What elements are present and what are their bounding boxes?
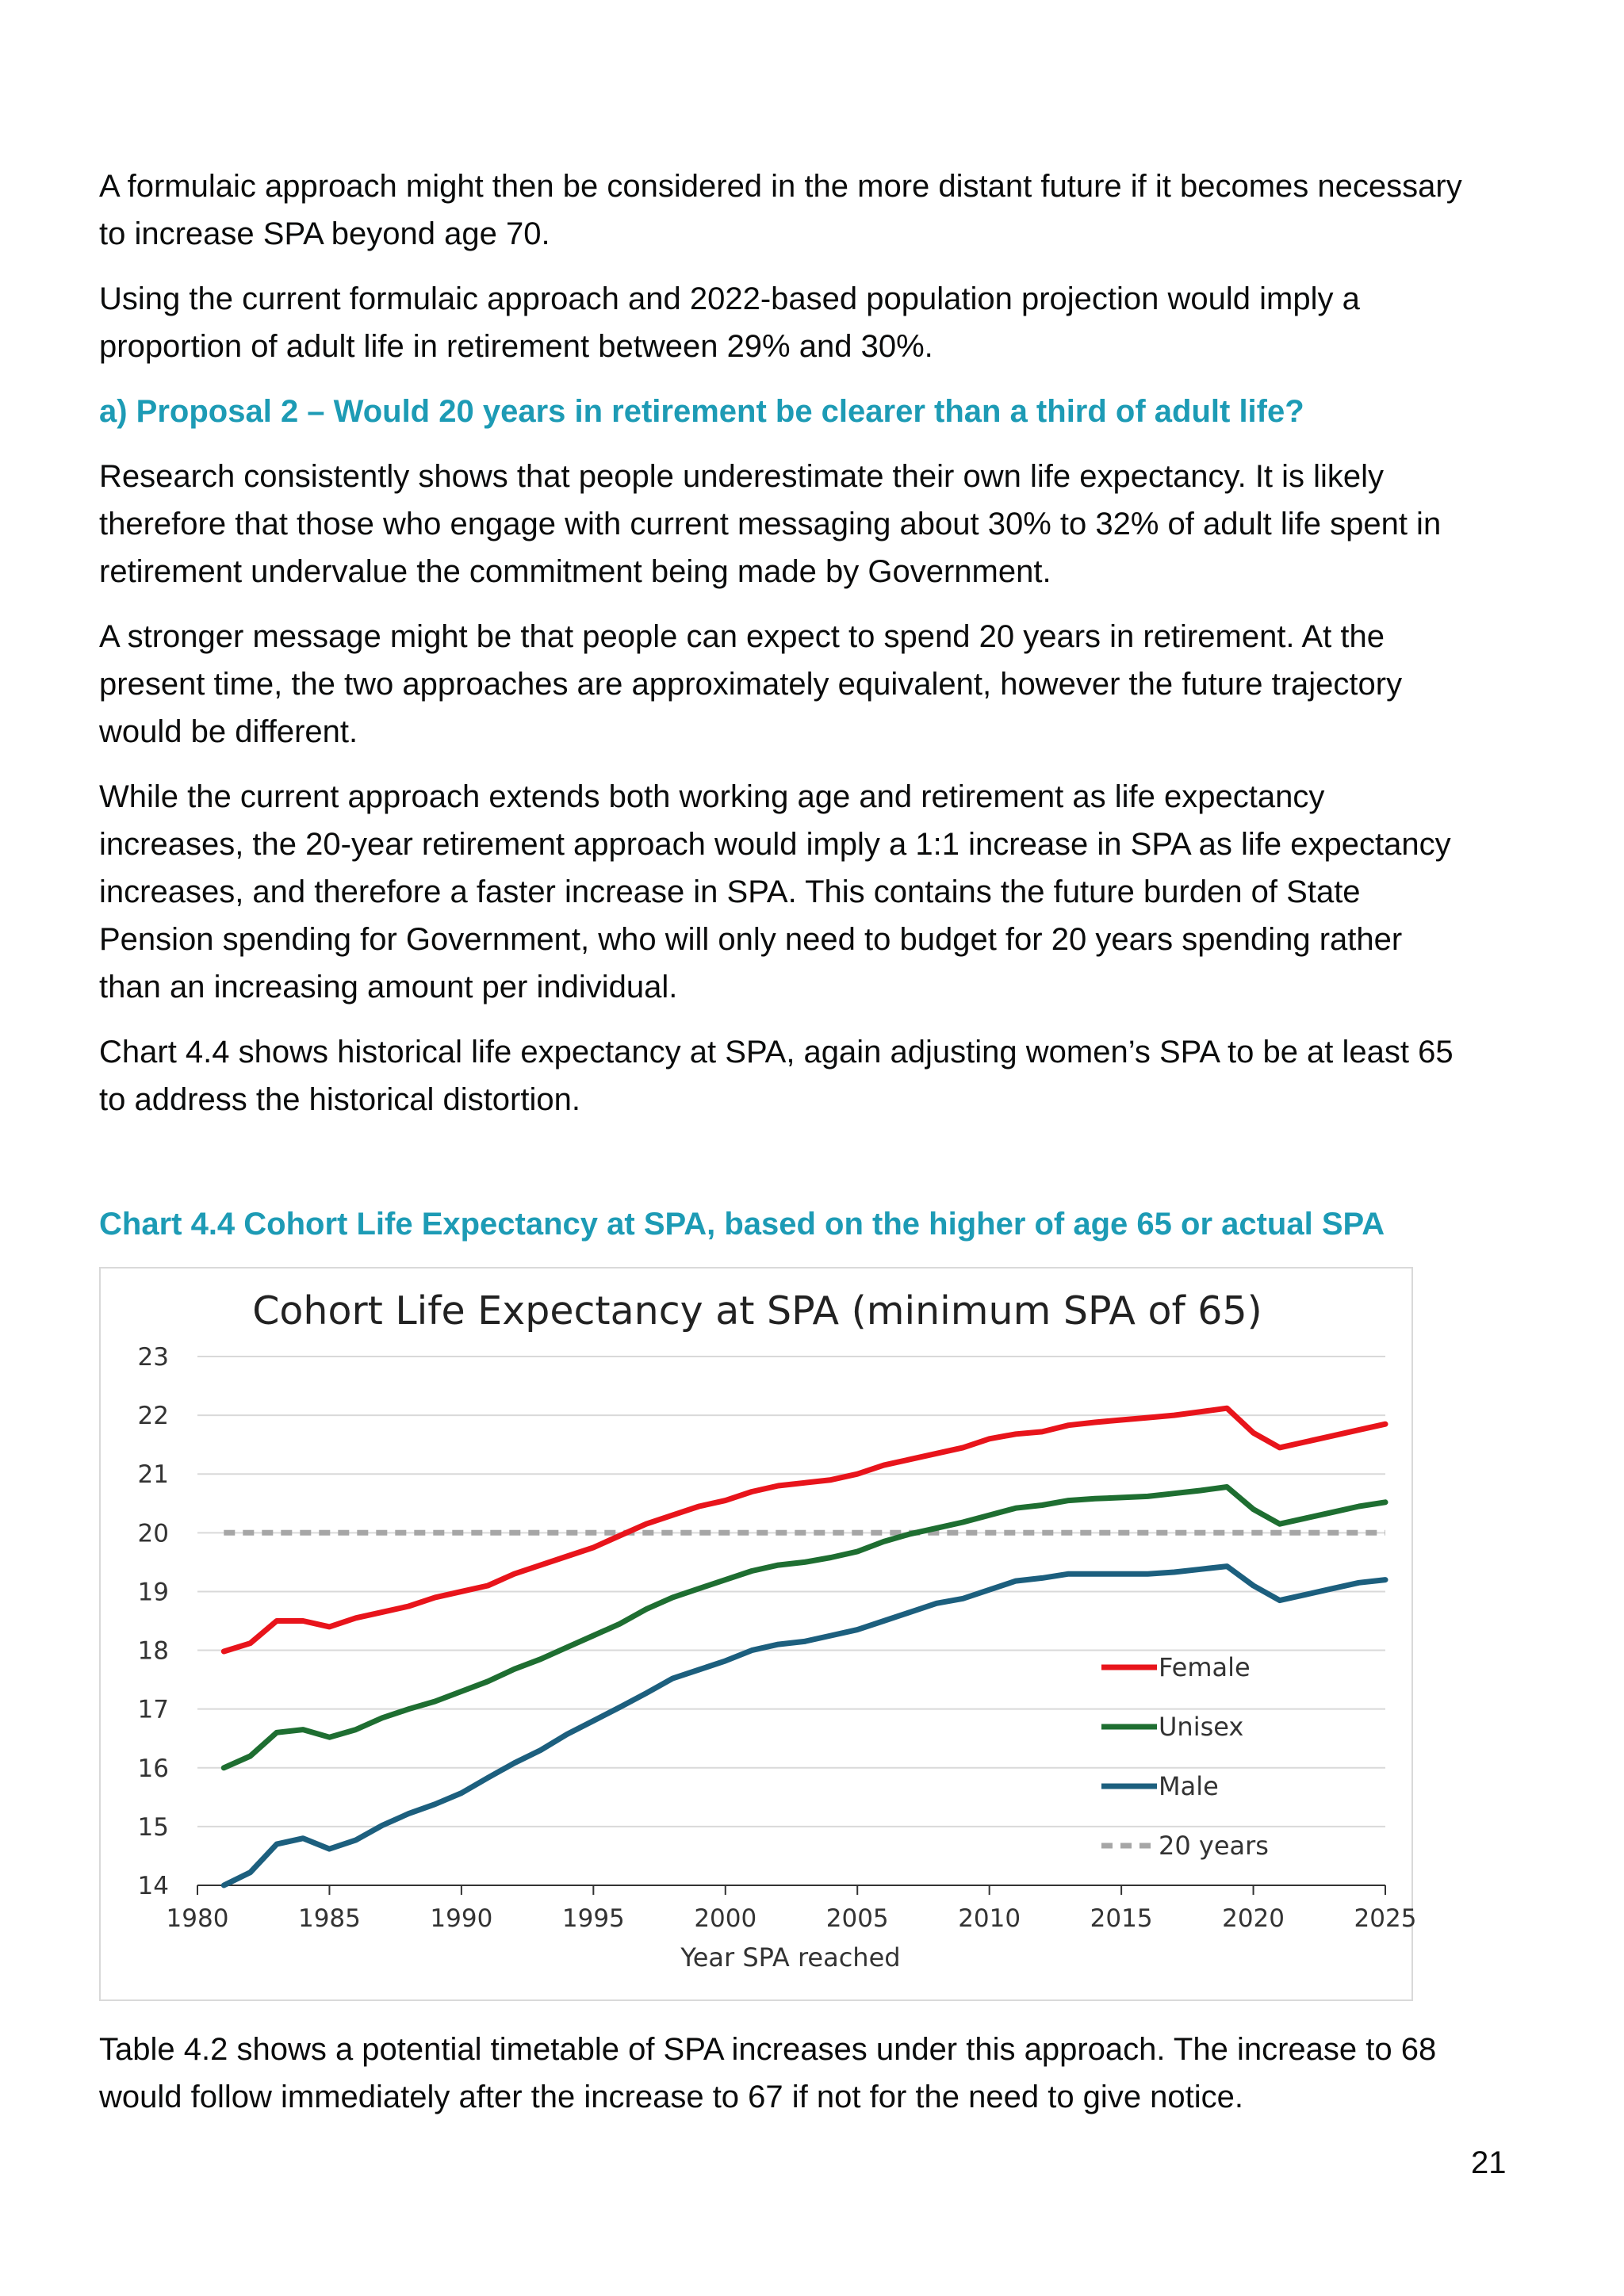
chart-caption: Chart 4.4 Cohort Life Expectancy at SPA,… <box>99 1207 1385 1242</box>
paragraph-stronger-message: A stronger message might be that people … <box>99 619 1403 749</box>
y-tick-label: 21 <box>138 1460 169 1489</box>
legend-label-unisex: Unisex <box>1159 1712 1243 1742</box>
paragraph-chart-intro: Chart 4.4 shows historical life expectan… <box>99 1035 1454 1117</box>
proposal-2-heading: a) Proposal 2 – Would 20 years in retire… <box>99 394 1304 429</box>
x-tick-label: 1990 <box>430 1904 492 1933</box>
x-tick-label: 2005 <box>826 1904 889 1933</box>
x-tick-label: 2010 <box>958 1904 1021 1933</box>
x-tick-label: 2015 <box>1090 1904 1153 1933</box>
y-tick-label: 20 <box>138 1519 169 1548</box>
chart-title: Cohort Life Expectancy at SPA (minimum S… <box>252 1288 1262 1334</box>
y-tick-label: 19 <box>138 1578 169 1606</box>
x-tick-label: 2020 <box>1222 1904 1285 1933</box>
y-tick-label: 18 <box>138 1637 169 1666</box>
page-number: 21 <box>1471 2145 1507 2180</box>
paragraph-research: Research consistently shows that people … <box>99 459 1442 589</box>
x-tick-label: 1985 <box>298 1904 361 1933</box>
y-tick-label: 22 <box>138 1402 169 1430</box>
chart-container: Cohort Life Expectancy at SPA (minimum S… <box>99 1267 1415 2001</box>
series-line-female <box>220 1405 1388 1655</box>
y-tick-label: 14 <box>138 1872 169 1900</box>
y-tick-label: 16 <box>138 1755 169 1783</box>
gridlines <box>197 1356 1385 1886</box>
legend-label-male: Male <box>1159 1771 1219 1801</box>
paragraph-current-vs-20-year: While the current approach extends both … <box>99 779 1451 1004</box>
paragraph-formulaic-future: A formulaic approach might then be consi… <box>99 169 1462 251</box>
legend-label-20-years: 20 years <box>1159 1831 1269 1861</box>
series-lines <box>220 1405 1388 1888</box>
x-tick-label: 2000 <box>694 1904 756 1933</box>
document-body: A formulaic approach might then be consi… <box>99 163 1463 1141</box>
x-axis-label: Year SPA reached <box>680 1942 900 1973</box>
y-tick-label: 15 <box>138 1813 169 1842</box>
y-tick-label: 23 <box>138 1343 169 1372</box>
life-expectancy-line-chart: Cohort Life Expectancy at SPA (minimum S… <box>138 1288 1415 1973</box>
x-tick-label: 2025 <box>1354 1904 1415 1933</box>
legend: Female Unisex Male 20 years <box>1101 1652 1269 1861</box>
paragraph-current-approach: Using the current formulaic approach and… <box>99 281 1360 364</box>
y-tick-label: 17 <box>138 1696 169 1724</box>
paragraph-table-intro: Table 4.2 shows a potential timetable of… <box>99 2032 1437 2114</box>
x-tick-label: 1995 <box>562 1904 625 1933</box>
series-line-unisex <box>220 1484 1388 1771</box>
document-body-after-chart: Table 4.2 shows a potential timetable of… <box>99 2026 1463 2138</box>
series-line-male <box>220 1563 1388 1888</box>
axes: 14 15 16 17 18 19 20 21 22 23 1980 1985 1990 1995 2000… <box>138 1343 1415 1933</box>
legend-label-female: Female <box>1159 1652 1251 1682</box>
x-tick-label: 1980 <box>167 1904 229 1933</box>
